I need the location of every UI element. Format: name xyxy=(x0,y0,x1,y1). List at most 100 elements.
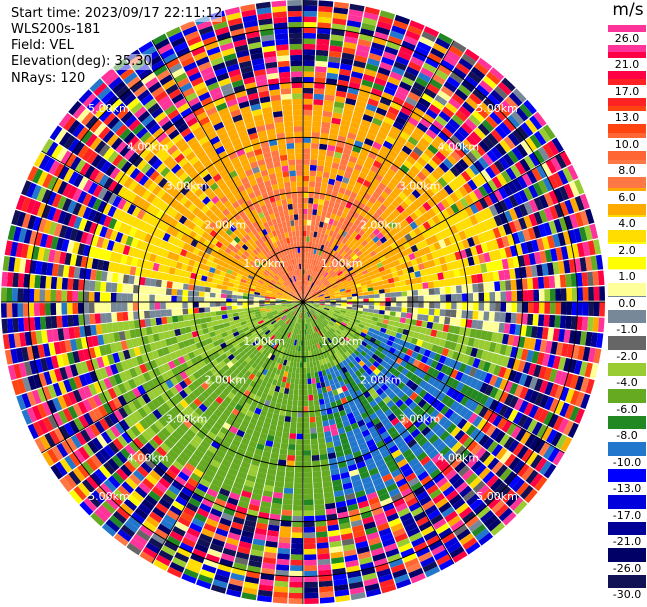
velocity-gate xyxy=(309,422,317,429)
velocity-gate xyxy=(307,275,310,281)
velocity-gate xyxy=(50,303,57,316)
velocity-gate xyxy=(315,525,328,533)
velocity-gate xyxy=(450,369,459,379)
velocity-gate xyxy=(411,189,421,199)
velocity-gate xyxy=(199,312,206,319)
velocity-gate xyxy=(341,321,347,327)
velocity-gate xyxy=(316,280,322,286)
velocity-gate xyxy=(487,440,499,454)
velocity-gate xyxy=(484,292,490,302)
velocity-gate xyxy=(313,300,320,302)
velocity-gate xyxy=(429,295,435,302)
velocity-gate xyxy=(358,33,373,42)
velocity-gate xyxy=(303,291,305,297)
velocity-gate xyxy=(343,171,352,179)
velocity-gate xyxy=(324,94,335,102)
velocity-gate xyxy=(467,337,475,347)
velocity-gate xyxy=(362,179,372,188)
velocity-gate xyxy=(449,192,460,203)
velocity-gate xyxy=(309,275,313,282)
velocity-gate xyxy=(330,296,336,299)
velocity-gate xyxy=(534,457,548,473)
velocity-gate xyxy=(319,596,335,604)
velocity-gate xyxy=(526,170,538,184)
velocity-gate xyxy=(354,233,362,241)
velocity-gate xyxy=(458,57,474,71)
velocity-gate xyxy=(390,330,397,337)
velocity-gate xyxy=(526,349,534,363)
velocity-gate xyxy=(538,127,551,143)
velocity-gate xyxy=(105,302,112,313)
velocity-gate xyxy=(374,136,385,146)
velocity-gate xyxy=(216,315,223,321)
velocity-gate xyxy=(508,208,518,221)
velocity-gate xyxy=(371,333,379,340)
velocity-gate xyxy=(374,305,380,310)
velocity-gate xyxy=(579,331,587,346)
velocity-gate xyxy=(460,384,470,395)
velocity-gate xyxy=(514,161,526,175)
velocity-gate xyxy=(321,182,328,190)
velocity-gate xyxy=(544,396,555,411)
velocity-gate xyxy=(305,345,309,352)
velocity-gate xyxy=(204,302,210,308)
velocity-gate xyxy=(310,270,313,276)
velocity-gate xyxy=(383,86,396,96)
velocity-gate xyxy=(460,276,467,285)
velocity-gate xyxy=(423,302,430,309)
velocity-gate xyxy=(460,170,472,182)
velocity-gate xyxy=(488,342,497,353)
velocity-gate xyxy=(537,179,549,194)
velocity-gate xyxy=(405,183,416,193)
velocity-gate xyxy=(408,343,416,351)
velocity-gate xyxy=(303,120,312,127)
velocity-gate xyxy=(66,303,73,315)
velocity-gate xyxy=(215,306,222,312)
velocity-gate xyxy=(309,288,314,294)
velocity-gate xyxy=(303,373,307,379)
velocity-gate xyxy=(318,305,325,308)
velocity-gate xyxy=(350,285,356,289)
velocity-gate xyxy=(335,197,342,205)
velocity-gate xyxy=(308,298,314,301)
velocity-gate xyxy=(533,302,540,314)
velocity-gate xyxy=(318,238,324,245)
velocity-gate xyxy=(105,292,111,302)
velocity-gate xyxy=(317,226,323,233)
velocity-gate xyxy=(510,164,522,178)
velocity-gate xyxy=(320,314,326,320)
velocity-gate xyxy=(440,405,450,416)
velocity-gate xyxy=(312,283,316,289)
velocity-gate xyxy=(483,98,497,111)
velocity-gate xyxy=(144,318,152,327)
velocity-gate xyxy=(471,319,478,329)
velocity-gate xyxy=(430,139,442,151)
velocity-gate xyxy=(462,302,468,310)
velocity-gate xyxy=(347,14,363,23)
velocity-gate xyxy=(414,270,422,278)
velocity-gate xyxy=(321,121,331,129)
velocity-gate xyxy=(306,280,309,287)
velocity-gate xyxy=(359,278,366,284)
velocity-gate xyxy=(410,258,418,266)
velocity-gate xyxy=(434,135,446,147)
velocity-gate xyxy=(374,77,387,87)
velocity-gate xyxy=(335,307,341,310)
velocity-gate xyxy=(340,310,346,314)
velocity-gate xyxy=(333,313,339,318)
velocity-gate xyxy=(409,272,416,279)
velocity-gate xyxy=(363,273,370,279)
velocity-gate xyxy=(378,266,385,273)
velocity-gate xyxy=(39,316,47,330)
velocity-gate xyxy=(328,310,335,314)
velocity-gate xyxy=(512,358,521,371)
velocity-gate xyxy=(435,151,447,162)
velocity-gate xyxy=(592,317,600,332)
velocity-gate xyxy=(477,359,486,371)
velocity-gate xyxy=(533,211,543,225)
velocity-gate xyxy=(309,288,313,294)
velocity-gate xyxy=(406,155,417,165)
velocity-gate xyxy=(303,104,313,110)
velocity-gate xyxy=(445,302,452,310)
velocity-gate xyxy=(451,294,457,302)
